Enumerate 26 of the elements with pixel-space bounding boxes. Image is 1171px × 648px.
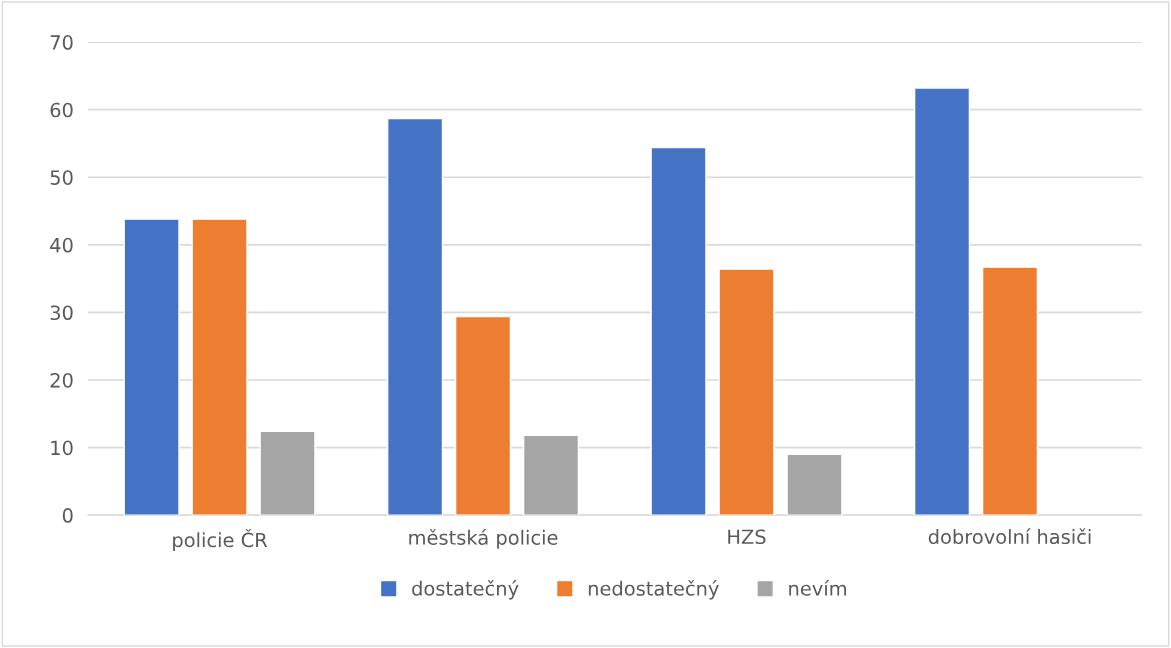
x-tick-label: policie ČR xyxy=(173,529,268,552)
y-tick-label: 10 xyxy=(51,440,73,456)
bar xyxy=(718,268,775,516)
legend-label: dostatečný xyxy=(412,579,519,600)
y-tick-label: 40 xyxy=(50,237,73,253)
x-tick-label: městská policie xyxy=(409,529,558,549)
y-tick-label: 60 xyxy=(50,102,73,118)
bar xyxy=(913,87,971,516)
bar xyxy=(981,266,1039,516)
bar xyxy=(259,430,316,516)
legend-label: nedostatečný xyxy=(588,579,719,600)
y-tick-label: 0 xyxy=(62,508,73,523)
y-tick-label: 50 xyxy=(50,170,73,185)
bar xyxy=(191,218,248,516)
y-tick-label: 70 xyxy=(50,35,73,50)
y-tick-label: 20 xyxy=(50,372,73,388)
bar xyxy=(123,218,180,516)
bar xyxy=(650,146,707,516)
legend-label: nevím xyxy=(789,579,846,596)
bar xyxy=(786,453,843,516)
x-tick-label: dobrovolní hasiči xyxy=(928,528,1091,545)
bar xyxy=(386,117,444,516)
bar xyxy=(522,434,580,516)
y-tick-label: 30 xyxy=(50,305,73,321)
x-tick-label: HZS xyxy=(728,529,766,545)
bar xyxy=(454,315,512,516)
